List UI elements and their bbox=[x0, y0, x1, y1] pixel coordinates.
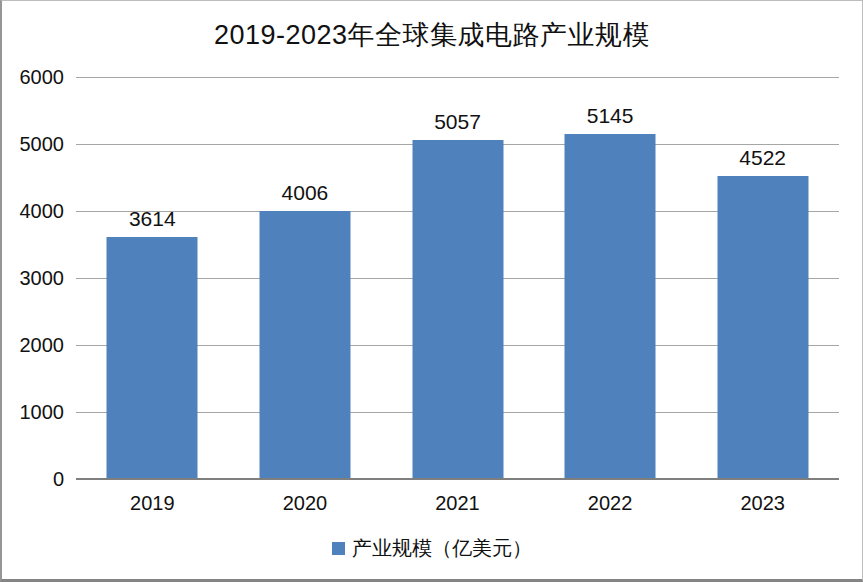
y-tick-label: 4000 bbox=[2, 199, 64, 223]
bar-2019 bbox=[107, 237, 198, 479]
bar-2023 bbox=[717, 176, 808, 479]
y-axis: 0100020003000400050006000 bbox=[2, 77, 64, 479]
plot-area: 3614 4006 5057 5145 4522 bbox=[76, 77, 839, 479]
x-tick-label-2019: 2019 bbox=[130, 490, 175, 516]
x-tick-label-2020: 2020 bbox=[283, 490, 328, 516]
value-label-2022: 5145 bbox=[587, 104, 634, 128]
chart-title: 2019-2023年全球集成电路产业规模 bbox=[2, 16, 862, 54]
x-axis: 2019 2020 2021 2022 2023 bbox=[76, 490, 839, 516]
x-tick-label-2023: 2023 bbox=[740, 490, 785, 516]
y-tick-label: 2000 bbox=[2, 333, 64, 357]
y-tick-label: 3000 bbox=[2, 266, 64, 290]
legend-label: 产业规模（亿美元） bbox=[352, 537, 532, 559]
value-label-2023: 4522 bbox=[739, 146, 786, 170]
value-label-2021: 5057 bbox=[434, 110, 481, 134]
value-label-2020: 4006 bbox=[282, 181, 329, 205]
bar-2022 bbox=[565, 134, 656, 479]
chart-frame: 2019-2023年全球集成电路产业规模 0 1000 2000 3000 4000 50… bbox=[0, 0, 863, 582]
x-axis-line bbox=[76, 478, 839, 480]
y-tick-label: 6000 bbox=[2, 65, 64, 89]
bar-2021 bbox=[412, 140, 503, 479]
y-tick-label: 5000 bbox=[2, 132, 64, 156]
value-label-2019: 3614 bbox=[129, 207, 176, 231]
legend: 产业规模（亿美元） bbox=[332, 537, 532, 559]
y-tick-label: 1000 bbox=[2, 400, 64, 424]
x-tick-label-2021: 2021 bbox=[435, 490, 480, 516]
legend-marker-icon bbox=[332, 542, 345, 555]
y-tick-label: 0 bbox=[2, 467, 64, 491]
gridline bbox=[76, 77, 839, 78]
bar-2020 bbox=[259, 211, 350, 479]
x-tick-label-2022: 2022 bbox=[588, 490, 633, 516]
